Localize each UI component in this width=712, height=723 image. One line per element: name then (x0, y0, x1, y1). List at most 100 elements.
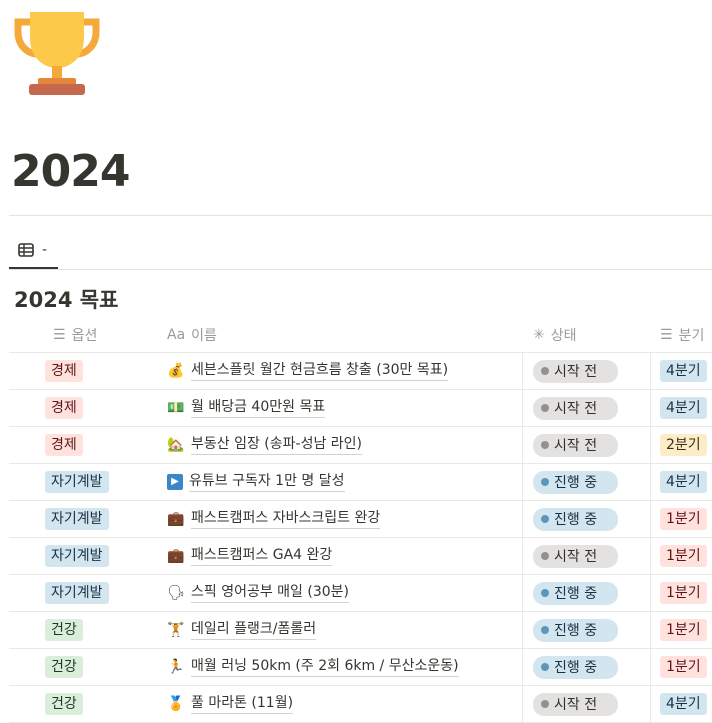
quarter-cell[interactable]: 2분기 (651, 427, 707, 463)
option-cell[interactable]: 건강 (9, 686, 157, 722)
option-cell[interactable]: 자기계발 (9, 575, 157, 611)
status-badge: 시작 전 (533, 396, 618, 420)
status-badge: 진행 중 (533, 618, 618, 642)
option-cell[interactable]: 경제 (9, 353, 157, 389)
quarter-tag: 4분기 (660, 693, 707, 715)
table-row[interactable]: 자기계발 💼 패스트캠퍼스 GA4 완강 시작 전 1분기 (9, 538, 712, 575)
status-cell[interactable]: 진행 중 (523, 575, 651, 611)
status-cell[interactable]: 시작 전 (523, 538, 651, 574)
name-cell[interactable]: 💼 패스트캠퍼스 GA4 완강 (157, 538, 523, 574)
page-name-link[interactable]: 풀 마라톤 (11월) (191, 694, 294, 714)
option-tag: 건강 (45, 619, 83, 641)
quarter-cell[interactable]: 1분기 (651, 649, 707, 685)
view-tab-table[interactable]: - (9, 232, 58, 269)
option-tag: 자기계발 (45, 582, 109, 604)
page-name-link[interactable]: 매월 러닝 50km (주 2회 6km / 무산소운동) (191, 657, 459, 677)
page-emoji-icon: 💵 (167, 400, 185, 416)
quarter-cell[interactable]: 1분기 (651, 612, 707, 648)
table-row[interactable]: 건강 🏃 매월 러닝 50km (주 2회 6km / 무산소운동) 진행 중 1… (9, 649, 712, 686)
status-badge: 시작 전 (533, 692, 618, 716)
divider (9, 215, 712, 216)
option-cell[interactable]: 자기계발 (9, 464, 157, 500)
page-name-link[interactable]: 패스트캠퍼스 GA4 완강 (191, 546, 333, 566)
option-cell[interactable]: 경제 (9, 427, 157, 463)
page-emoji-icon: 🏃 (167, 659, 185, 675)
page-name-link[interactable]: 부동산 임장 (송파-성남 라인) (191, 435, 363, 455)
list-icon: ☰ (53, 326, 66, 343)
page-emoji-icon: 💼 (167, 511, 185, 527)
status-cell[interactable]: 시작 전 (523, 353, 651, 389)
table-row[interactable]: 건강 🏋 데일리 플랭크/폼롤러 진행 중 1분기 (9, 612, 712, 649)
table-row[interactable]: 자기계발 💼 패스트캠퍼스 자바스크립트 완강 진행 중 1분기 (9, 501, 712, 538)
name-cell[interactable]: ▶ 유튜브 구독자 1만 명 달성 (157, 464, 523, 500)
name-cell[interactable]: 🏃 매월 러닝 50km (주 2회 6km / 무산소운동) (157, 649, 523, 685)
page-name-link[interactable]: 세븐스플릿 월간 현금흐름 창출 (30만 목표) (191, 361, 449, 381)
column-header-status[interactable]: ✳ 상태 (533, 326, 577, 344)
status-dot-icon (541, 663, 549, 671)
page-emoji-icon: 🏅 (167, 696, 185, 712)
option-cell[interactable]: 경제 (9, 390, 157, 426)
status-cell[interactable]: 진행 중 (523, 649, 651, 685)
table-row[interactable]: 건강 🏅 풀 마라톤 (11월) 시작 전 4분기 (9, 686, 712, 723)
quarter-tag: 1분기 (660, 508, 707, 530)
option-tag: 경제 (45, 360, 83, 382)
name-cell[interactable]: 💼 패스트캠퍼스 자바스크립트 완강 (157, 501, 523, 537)
status-cell[interactable]: 진행 중 (523, 501, 651, 537)
database-title[interactable]: 2024 목표 (14, 288, 119, 312)
page-name-link[interactable]: 유튜브 구독자 1만 명 달성 (189, 472, 345, 492)
column-header-quarter[interactable]: ☰ 분기 (660, 326, 705, 344)
name-cell[interactable]: 💵 월 배당금 40만원 목표 (157, 390, 523, 426)
option-cell[interactable]: 자기계발 (9, 538, 157, 574)
name-cell[interactable]: 🏋 데일리 플랭크/폼롤러 (157, 612, 523, 648)
quarter-tag: 4분기 (660, 397, 707, 419)
status-badge: 시작 전 (533, 359, 618, 383)
quarter-cell[interactable]: 4분기 (651, 390, 707, 426)
column-header-option[interactable]: ☰ 옵션 (53, 326, 98, 344)
status-cell[interactable]: 시작 전 (523, 427, 651, 463)
status-cell[interactable]: 진행 중 (523, 464, 651, 500)
quarter-cell[interactable]: 4분기 (651, 686, 707, 722)
page-emoji-icon: 🏡 (167, 437, 185, 453)
option-tag: 자기계발 (45, 508, 109, 530)
page-name-link[interactable]: 스픽 영어공부 매일 (30분) (191, 583, 350, 603)
status-dot-icon (541, 552, 549, 560)
status-badge: 시작 전 (533, 544, 618, 568)
status-badge: 진행 중 (533, 581, 618, 605)
quarter-cell[interactable]: 1분기 (651, 501, 707, 537)
option-cell[interactable]: 건강 (9, 612, 157, 648)
name-cell[interactable]: 🗣 스픽 영어공부 매일 (30분) (157, 575, 523, 611)
quarter-tag: 1분기 (660, 656, 707, 678)
page-emoji-icon: 💼 (167, 548, 185, 564)
option-tag: 자기계발 (45, 545, 109, 567)
status-cell[interactable]: 시작 전 (523, 686, 651, 722)
status-cell[interactable]: 시작 전 (523, 390, 651, 426)
quarter-cell[interactable]: 4분기 (651, 464, 707, 500)
status-cell[interactable]: 진행 중 (523, 612, 651, 648)
database-table: ☰ 옵션 Aa 이름 ✳ 상태 ☰ 분기 경제 💰 세븐스플릿 월간 현금흐름 창출 (3… (9, 317, 712, 723)
table-row[interactable]: 경제 🏡 부동산 임장 (송파-성남 라인) 시작 전 2분기 (9, 427, 712, 464)
page-emoji-icon: ▶ (167, 474, 183, 490)
name-cell[interactable]: 💰 세븐스플릿 월간 현금흐름 창출 (30만 목표) (157, 353, 523, 389)
trophy-icon (14, 12, 100, 95)
page-name-link[interactable]: 월 배당금 40만원 목표 (191, 398, 326, 418)
page-name-link[interactable]: 데일리 플랭크/폼롤러 (191, 620, 317, 640)
quarter-cell[interactable]: 4분기 (651, 353, 707, 389)
name-cell[interactable]: 🏡 부동산 임장 (송파-성남 라인) (157, 427, 523, 463)
option-cell[interactable]: 자기계발 (9, 501, 157, 537)
table-row[interactable]: 경제 💰 세븐스플릿 월간 현금흐름 창출 (30만 목표) 시작 전 4분기 (9, 353, 712, 390)
table-row[interactable]: 자기계발 ▶ 유튜브 구독자 1만 명 달성 진행 중 4분기 (9, 464, 712, 501)
column-header-name[interactable]: Aa 이름 (167, 326, 217, 344)
status-dot-icon (541, 367, 549, 375)
table-row[interactable]: 자기계발 🗣 스픽 영어공부 매일 (30분) 진행 중 1분기 (9, 575, 712, 612)
option-cell[interactable]: 건강 (9, 649, 157, 685)
page-emoji-icon: 💰 (167, 363, 185, 379)
view-tab-label: - (42, 241, 48, 258)
quarter-cell[interactable]: 1분기 (651, 575, 707, 611)
table-row[interactable]: 경제 💵 월 배당금 40만원 목표 시작 전 4분기 (9, 390, 712, 427)
quarter-cell[interactable]: 1분기 (651, 538, 707, 574)
text-aa-icon: Aa (167, 326, 186, 343)
option-tag: 건강 (45, 656, 83, 678)
page-name-link[interactable]: 패스트캠퍼스 자바스크립트 완강 (191, 509, 381, 529)
name-cell[interactable]: 🏅 풀 마라톤 (11월) (157, 686, 523, 722)
quarter-tag: 4분기 (660, 360, 707, 382)
